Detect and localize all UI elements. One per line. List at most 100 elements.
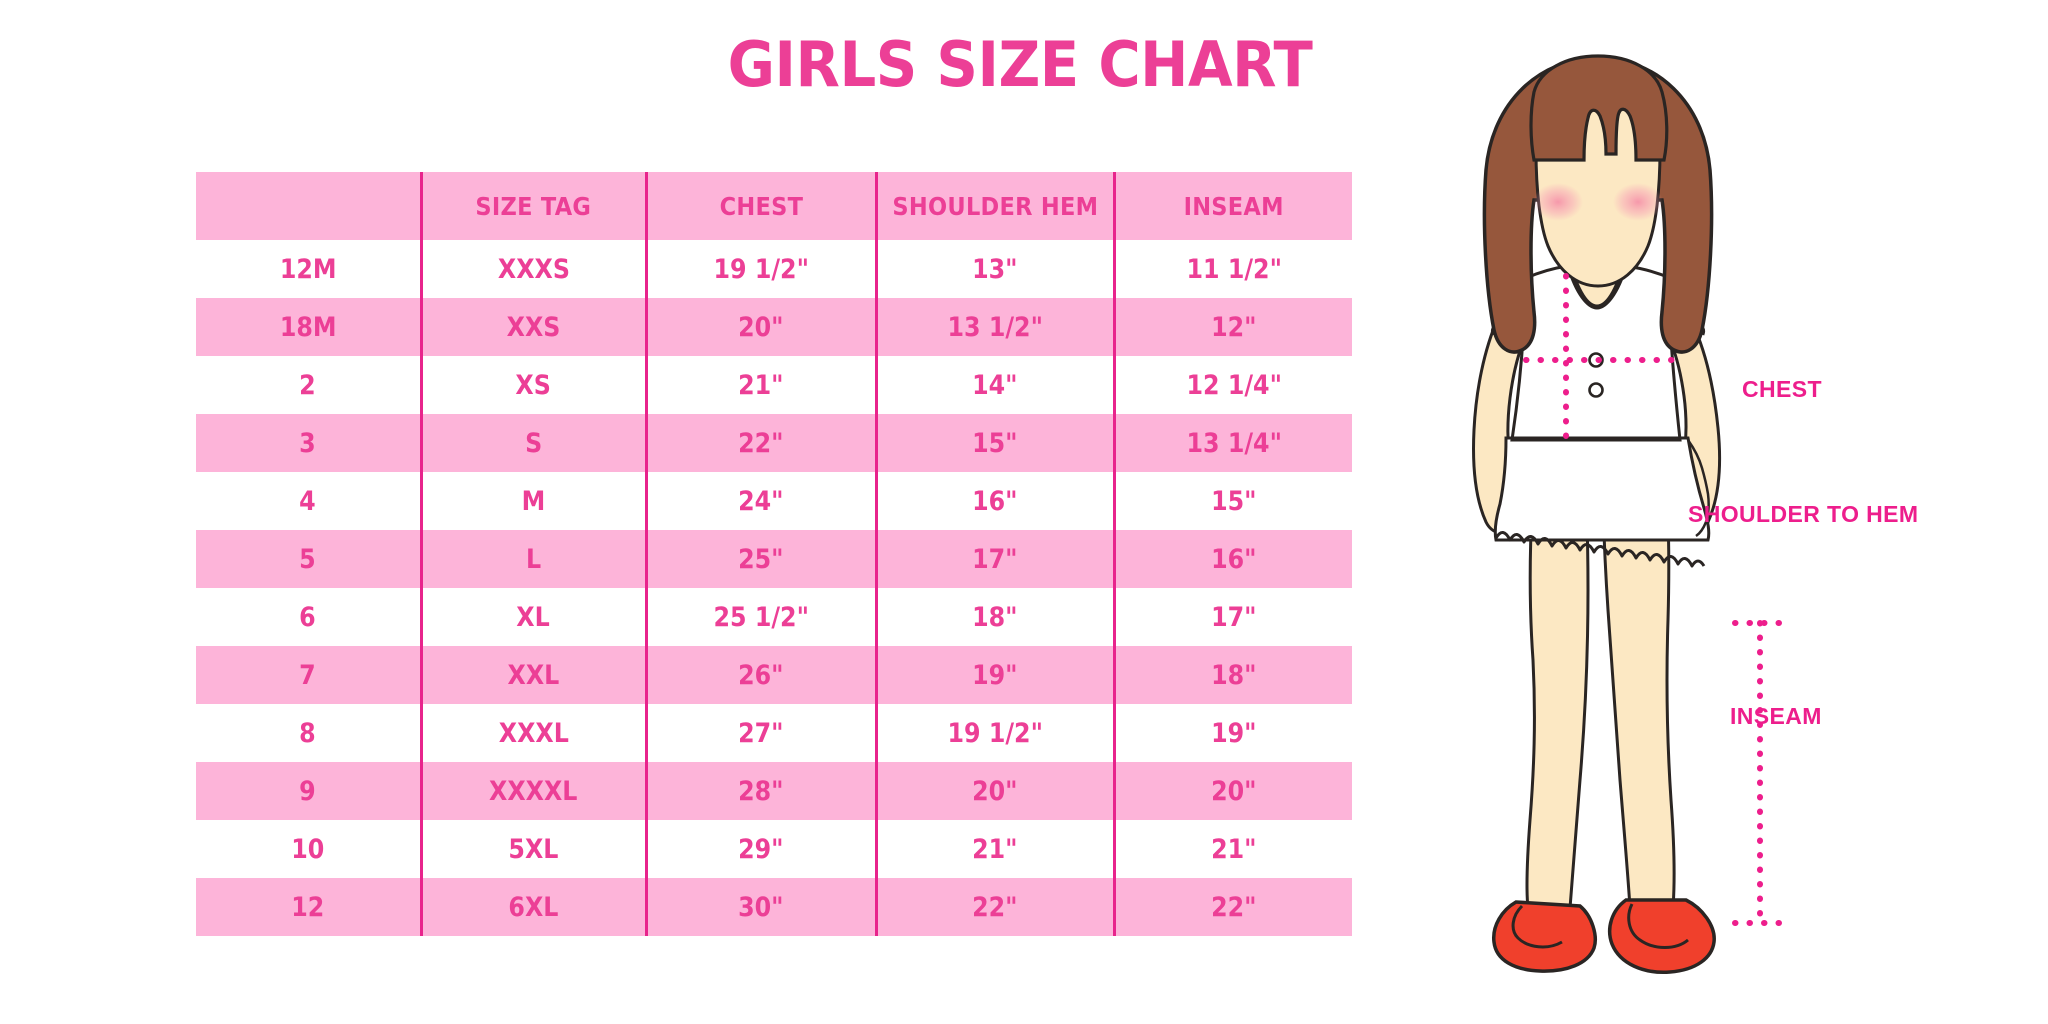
cell-size: 2	[196, 356, 423, 414]
cell-chest: 29"	[646, 820, 878, 878]
cell-size: 3	[196, 414, 423, 472]
cell-shoulder-hem: 16"	[876, 472, 1116, 530]
column-header-shoulder-hem: SHOULDER HEM	[876, 172, 1116, 240]
table-row: 12 6XL 30" 22" 22"	[196, 878, 1352, 936]
table-row: 10 5XL 29" 21" 21"	[196, 820, 1352, 878]
cell-inseam: 16"	[1114, 530, 1352, 588]
table-header-row: SIZE TAG CHEST SHOULDER HEM INSEAM	[196, 172, 1352, 240]
cell-shoulder-hem: 13 1/2"	[876, 298, 1116, 356]
column-header-size-tag: SIZE TAG	[421, 172, 648, 240]
table-header: SIZE TAG CHEST SHOULDER HEM INSEAM	[196, 172, 1352, 240]
cell-size: 8	[196, 704, 423, 762]
right-cheek	[1613, 183, 1663, 221]
cell-chest: 19 1/2"	[646, 240, 878, 298]
cell-shoulder-hem: 15"	[876, 414, 1116, 472]
cell-size: 5	[196, 530, 423, 588]
cell-shoulder-hem: 22"	[876, 878, 1116, 936]
table-row: 8 XXXL 27" 19 1/2" 19"	[196, 704, 1352, 762]
column-header-inseam: INSEAM	[1114, 172, 1352, 240]
table-row: 3 S 22" 15" 13 1/4"	[196, 414, 1352, 472]
column-header-chest: CHEST	[646, 172, 878, 240]
cell-inseam: 11 1/2"	[1114, 240, 1352, 298]
cell-size-tag: XXXS	[421, 240, 648, 298]
girl-illustration	[1430, 30, 2030, 1000]
measurement-guides	[1523, 273, 1785, 926]
cell-shoulder-hem: 20"	[876, 762, 1116, 820]
cell-shoulder-hem: 17"	[876, 530, 1116, 588]
cell-size-tag: L	[421, 530, 648, 588]
neckline	[1566, 265, 1628, 310]
cell-shoulder-hem: 14"	[876, 356, 1116, 414]
cell-shoulder-hem: 13"	[876, 240, 1116, 298]
cell-size: 4	[196, 472, 423, 530]
cell-size: 12	[196, 878, 423, 936]
label-shoulder-to-hem: SHOULDER TO HEM	[1688, 501, 1919, 527]
table-row: 9 XXXXL 28" 20" 20"	[196, 762, 1352, 820]
cell-inseam: 12"	[1114, 298, 1352, 356]
left-shoe	[1492, 900, 1597, 973]
cell-chest: 28"	[646, 762, 878, 820]
cell-inseam: 22"	[1114, 878, 1352, 936]
cell-shoulder-hem: 19"	[876, 646, 1116, 704]
cell-inseam: 12 1/4"	[1114, 356, 1352, 414]
cell-size-tag: 6XL	[421, 878, 648, 936]
table-row: 7 XXL 26" 19" 18"	[196, 646, 1352, 704]
cell-chest: 20"	[646, 298, 878, 356]
cell-chest: 26"	[646, 646, 878, 704]
cell-size: 12M	[196, 240, 423, 298]
right-shoe-strap	[1627, 903, 1689, 949]
shoes-group	[1492, 898, 1716, 974]
size-table-container: SIZE TAG CHEST SHOULDER HEM INSEAM 12M X…	[196, 172, 1352, 972]
column-header-size	[196, 172, 423, 240]
table-row: 6 XL 25 1/2" 18" 17"	[196, 588, 1352, 646]
cell-size: 7	[196, 646, 423, 704]
skirt-group	[1493, 436, 1711, 568]
cell-chest: 24"	[646, 472, 878, 530]
cell-size-tag: XXXL	[421, 704, 648, 762]
skirt-side-ruffle	[1686, 439, 1710, 538]
cell-size: 6	[196, 588, 423, 646]
cell-size-tag: M	[421, 472, 648, 530]
figure-group	[1472, 54, 1785, 974]
label-inseam: INSEAM	[1730, 703, 1822, 729]
skirt	[1493, 436, 1711, 542]
skirt-ruffle	[1494, 531, 1706, 568]
cell-chest: 22"	[646, 414, 878, 472]
cell-shoulder-hem: 18"	[876, 588, 1116, 646]
cell-size-tag: XL	[421, 588, 648, 646]
cell-chest: 25"	[646, 530, 878, 588]
cell-inseam: 15"	[1114, 472, 1352, 530]
cell-size-tag: S	[421, 414, 648, 472]
cell-size: 10	[196, 820, 423, 878]
table-row: 2 XS 21" 14" 12 1/4"	[196, 356, 1352, 414]
right-shoe	[1607, 898, 1716, 974]
label-chest: CHEST	[1742, 376, 1822, 402]
cell-shoulder-hem: 21"	[876, 820, 1116, 878]
cell-size-tag: 5XL	[421, 820, 648, 878]
cell-inseam: 20"	[1114, 762, 1352, 820]
left-shoe-strap	[1511, 904, 1563, 949]
cell-inseam: 21"	[1114, 820, 1352, 878]
cell-chest: 25 1/2"	[646, 588, 878, 646]
cell-shoulder-hem: 19 1/2"	[876, 704, 1116, 762]
cell-inseam: 18"	[1114, 646, 1352, 704]
cell-chest: 21"	[646, 356, 878, 414]
table-row: 5 L 25" 17" 16"	[196, 530, 1352, 588]
cell-inseam: 13 1/4"	[1114, 414, 1352, 472]
cell-inseam: 17"	[1114, 588, 1352, 646]
size-chart-table: SIZE TAG CHEST SHOULDER HEM INSEAM 12M X…	[196, 172, 1352, 936]
cell-chest: 27"	[646, 704, 878, 762]
table-body: 12M XXXS 19 1/2" 13" 11 1/2" 18M XXS 20"…	[196, 240, 1352, 936]
cell-size-tag: XXXXL	[421, 762, 648, 820]
cell-size-tag: XS	[421, 356, 648, 414]
table-row: 12M XXXS 19 1/2" 13" 11 1/2"	[196, 240, 1352, 298]
head-group	[1482, 54, 1714, 354]
cell-size: 9	[196, 762, 423, 820]
hair-bangs	[1529, 54, 1669, 162]
button-lower	[1588, 382, 1604, 398]
cell-size-tag: XXL	[421, 646, 648, 704]
table-row: 4 M 24" 16" 15"	[196, 472, 1352, 530]
cell-size-tag: XXS	[421, 298, 648, 356]
page-title: GIRLS SIZE CHART	[727, 28, 1313, 101]
